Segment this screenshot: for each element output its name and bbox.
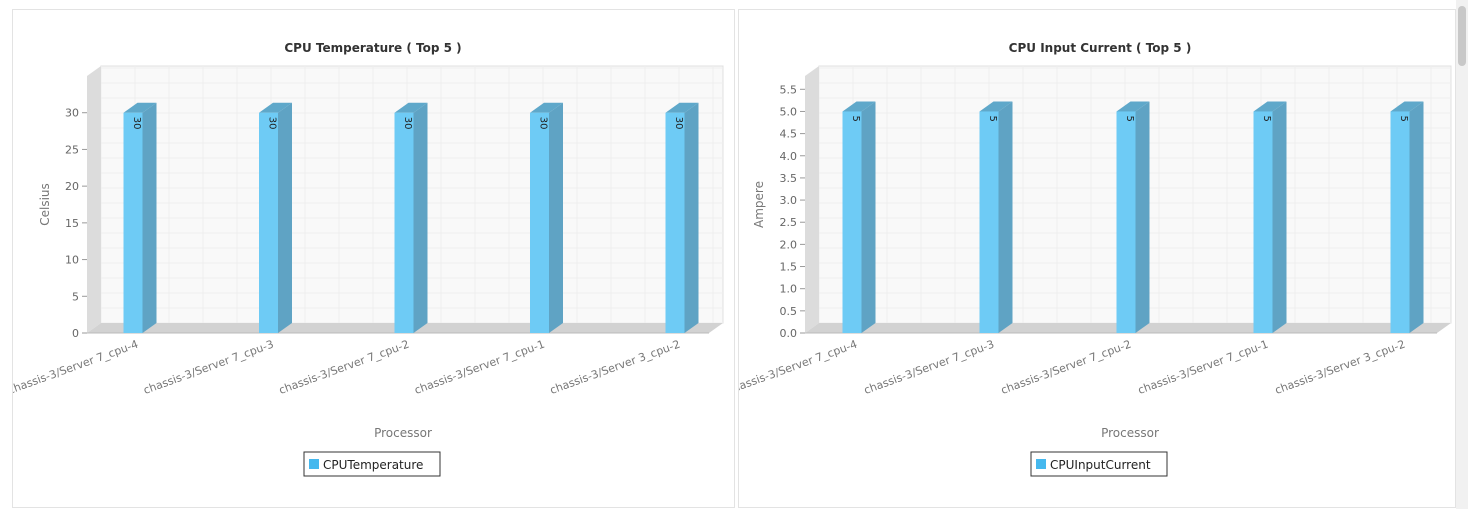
bar-top bbox=[1390, 101, 1424, 112]
bar-side bbox=[1135, 101, 1150, 333]
x-axis-title: Processor bbox=[1101, 426, 1159, 440]
cpu-input-current-chart: CPU Input Current ( Top 5 ) 0.0 0.5 1.0 1.5 2… bbox=[739, 41, 1452, 477]
y-tick-label: 2.5 bbox=[780, 216, 798, 229]
bar-data-label: 30 bbox=[673, 117, 684, 130]
x-category-label: chassis-3/Server 7_cpu-4 bbox=[739, 338, 859, 397]
bar-top bbox=[979, 101, 1013, 112]
bar bbox=[394, 112, 414, 333]
y-tick-label: 0.0 bbox=[780, 327, 798, 340]
x-axis-title: Processor bbox=[374, 426, 432, 440]
x-category-label: chassis-3/Server 7_cpu-3 bbox=[142, 338, 276, 397]
bar-data-label: 30 bbox=[402, 117, 413, 130]
legend-box bbox=[1030, 451, 1168, 477]
y-tick-label: 3.0 bbox=[780, 194, 798, 207]
legend-swatch bbox=[309, 459, 319, 469]
y-tick-label: 2.0 bbox=[780, 238, 798, 251]
bar-top bbox=[123, 102, 157, 113]
y-tick-label: 20 bbox=[65, 180, 79, 193]
legend-label: CPUTemperature bbox=[323, 458, 423, 472]
bar-data-label: 5 bbox=[1398, 115, 1409, 121]
cpu-input-current-panel: CPU Input Current ( Top 5 ) 0.0 0.5 1.0 1.5 2… bbox=[738, 9, 1456, 508]
y-tick-label: 5 bbox=[72, 290, 79, 303]
cpu-temperature-panel: CPU Temperature ( Top 5 ) 0 5 10 15 20 25 30 Cel… bbox=[12, 9, 735, 508]
bar bbox=[1253, 111, 1273, 333]
bar bbox=[123, 112, 143, 333]
bar-side bbox=[861, 101, 876, 333]
bar bbox=[259, 112, 278, 333]
y-tick-label: 3.5 bbox=[780, 172, 798, 185]
y-tick-label: 4.5 bbox=[780, 128, 798, 141]
bar-side bbox=[998, 101, 1013, 333]
x-category-label: chassis-3/Server 3_cpu-2 bbox=[548, 338, 682, 397]
bar bbox=[979, 111, 999, 333]
cpu-temperature-chart: CPU Temperature ( Top 5 ) 0 5 10 15 20 25 30 Cel… bbox=[13, 41, 724, 477]
bar bbox=[665, 112, 685, 333]
y-tick-label: 1.0 bbox=[780, 283, 798, 296]
y-tick-label: 15 bbox=[65, 217, 79, 230]
bar-top bbox=[665, 102, 699, 113]
bar-side bbox=[684, 102, 699, 333]
y-tick-label: 4.0 bbox=[780, 150, 798, 163]
bar-data-label: 5 bbox=[1124, 115, 1135, 121]
y-tick-label: 5.0 bbox=[780, 105, 798, 118]
y-tick-label: 0 bbox=[72, 327, 79, 340]
bar-data-label: 5 bbox=[1261, 115, 1272, 121]
bar-data-label: 30 bbox=[267, 117, 278, 130]
plot-left-wall bbox=[805, 66, 819, 333]
x-category-label: chassis-3/Server 7_cpu-4 bbox=[13, 338, 140, 397]
y-tick-label: 5.5 bbox=[780, 83, 798, 96]
y-tick-label: 1.5 bbox=[780, 261, 798, 274]
x-category-label: chassis-3/Server 3_cpu-2 bbox=[1273, 338, 1407, 397]
plot-left-wall bbox=[87, 66, 101, 333]
x-category-label: chassis-3/Server 7_cpu-2 bbox=[999, 338, 1133, 397]
x-category-label: chassis-3/Server 7_cpu-1 bbox=[413, 338, 547, 397]
bar-data-label: 30 bbox=[538, 117, 549, 130]
bar-top bbox=[842, 101, 876, 112]
bar bbox=[1116, 111, 1136, 333]
bar-top bbox=[259, 102, 292, 113]
x-category-label: chassis-3/Server 7_cpu-3 bbox=[862, 338, 996, 397]
page-scrollbar[interactable] bbox=[1456, 0, 1468, 509]
bar-side bbox=[413, 102, 428, 333]
bar-side bbox=[1272, 101, 1287, 333]
x-category-label: chassis-3/Server 7_cpu-2 bbox=[277, 338, 411, 397]
legend-box bbox=[303, 451, 441, 477]
bar-data-label: 5 bbox=[987, 115, 998, 121]
bar bbox=[530, 112, 549, 333]
bar-top bbox=[530, 102, 563, 113]
chart-title: CPU Input Current ( Top 5 ) bbox=[1009, 41, 1192, 55]
bar-top bbox=[394, 102, 428, 113]
y-axis-title: Ampere bbox=[752, 181, 766, 228]
bar-data-label: 5 bbox=[850, 115, 861, 121]
y-tick-label: 10 bbox=[65, 254, 79, 267]
bar bbox=[1390, 111, 1410, 333]
legend-swatch bbox=[1036, 459, 1046, 469]
y-tick-label: 25 bbox=[65, 143, 79, 156]
y-tick-label: 30 bbox=[65, 107, 79, 120]
x-category-label: chassis-3/Server 7_cpu-1 bbox=[1136, 338, 1270, 397]
chart-title: CPU Temperature ( Top 5 ) bbox=[284, 41, 461, 55]
y-axis-title: Celsius bbox=[38, 183, 52, 226]
scrollbar-thumb[interactable] bbox=[1458, 6, 1466, 66]
bar-data-label: 30 bbox=[131, 117, 142, 130]
y-tick-label: 0.5 bbox=[780, 305, 798, 318]
legend-label: CPUInputCurrent bbox=[1050, 458, 1151, 472]
bar-side bbox=[1409, 101, 1424, 333]
bar-side bbox=[142, 102, 157, 333]
bar-top bbox=[1116, 101, 1150, 112]
bar-top bbox=[1253, 101, 1287, 112]
bar bbox=[842, 111, 862, 333]
bar-side bbox=[549, 102, 563, 333]
bar-side bbox=[278, 102, 292, 333]
